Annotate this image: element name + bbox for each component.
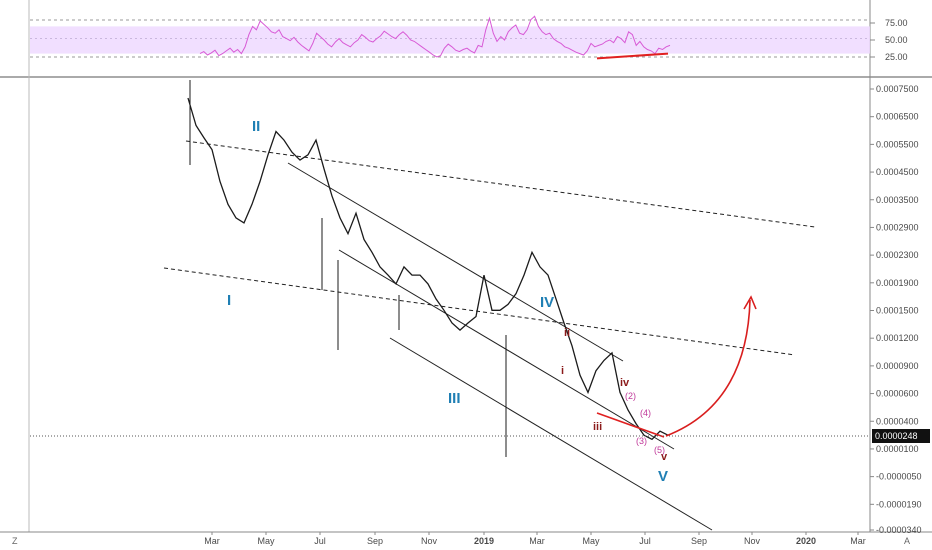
log-scale-button[interactable]: Z xyxy=(12,536,18,546)
price-tick-label: -0.0000340 xyxy=(876,525,922,535)
rsi-series-line xyxy=(199,15,671,58)
time-tick-label: 2019 xyxy=(474,536,494,546)
price-support-line[interactable] xyxy=(596,412,665,438)
price-tick-label: 0.0001200 xyxy=(876,333,919,343)
wave-label-sub-4: (4) xyxy=(640,408,651,418)
wave-label-iv-major: IV xyxy=(540,294,554,311)
wave-label-sub-2: (2) xyxy=(625,391,636,401)
price-tick-label: 0.0002900 xyxy=(876,222,919,232)
price-tick-label: 0.0001900 xyxy=(876,278,919,288)
wave-label-ii-major: II xyxy=(252,118,260,135)
time-tick-label: Mar xyxy=(529,536,545,546)
channel-line-lower[interactable] xyxy=(389,337,713,531)
time-tick-label: May xyxy=(257,536,275,546)
channel-line-upper[interactable] xyxy=(287,162,624,362)
time-tick-label: Nov xyxy=(421,536,438,546)
price-tick-label: 0.0005500 xyxy=(876,139,919,149)
price-tick-label: 0.0000100 xyxy=(876,444,919,454)
price-tick-label: 0.0006500 xyxy=(876,112,919,122)
wave-label-iv-minor: iv xyxy=(620,377,630,389)
wave-label-i-major: I xyxy=(227,292,231,309)
rsi-band xyxy=(30,26,870,54)
rsi-tick-label: 25.00 xyxy=(885,52,908,62)
price-tick-label: 0.0000900 xyxy=(876,361,919,371)
time-tick-label: Jul xyxy=(314,536,326,546)
rsi-divergence-line xyxy=(596,52,669,60)
price-tick-label: -0.0000190 xyxy=(876,499,922,509)
wave-label-sub-5: (5) xyxy=(654,445,665,455)
price-tick-label: 0.0000400 xyxy=(876,416,919,426)
projection-arrow-head xyxy=(743,295,757,310)
price-series-line xyxy=(187,97,669,441)
price-tick-label: 0.0003500 xyxy=(876,195,919,205)
wave-label-ii-minor: ii xyxy=(564,327,570,339)
price-panel[interactable]: I II III IV V i ii iii iv v (2) (4) (3) … xyxy=(30,80,930,535)
price-tick-label: 0.0000600 xyxy=(876,389,919,399)
wave-label-v-major: V xyxy=(658,468,668,485)
price-tick-label: 0.0004500 xyxy=(876,167,919,177)
rsi-panel[interactable]: 25.00 50.00 75.00 xyxy=(30,15,908,62)
time-tick-label: Mar xyxy=(850,536,866,546)
lower-trendline-dashed[interactable] xyxy=(163,267,796,356)
wave-label-iii-major: III xyxy=(448,390,461,407)
time-tick-label: Sep xyxy=(367,536,383,546)
projection-arrow-curve[interactable] xyxy=(665,299,751,437)
time-tick-label: Jul xyxy=(639,536,651,546)
price-tick-label: 0.0001500 xyxy=(876,306,919,316)
price-tick-label: 0.0002300 xyxy=(876,250,919,260)
rsi-tick-label: 75.00 xyxy=(885,18,908,28)
last-price-tag xyxy=(872,429,930,443)
price-tick-label: 0.0007500 xyxy=(876,84,919,94)
time-tick-label: 2020 xyxy=(796,536,816,546)
wave-label-iii-minor: iii xyxy=(593,421,602,433)
price-tick-label: -0.0000050 xyxy=(876,472,922,482)
time-tick-label: Mar xyxy=(204,536,220,546)
wave-label-v-minor: v xyxy=(661,451,668,463)
last-price-label: 0.0000248 xyxy=(875,431,918,441)
time-tick-label: May xyxy=(582,536,600,546)
rsi-tick-label: 50.00 xyxy=(885,35,908,45)
wave-label-i-minor: i xyxy=(561,365,564,377)
time-tick-label: Nov xyxy=(744,536,761,546)
time-tick-label: Sep xyxy=(691,536,707,546)
auto-scale-button[interactable]: A xyxy=(904,536,910,546)
upper-trendline-dashed[interactable] xyxy=(185,140,816,228)
wave-label-sub-3: (3) xyxy=(636,436,647,446)
